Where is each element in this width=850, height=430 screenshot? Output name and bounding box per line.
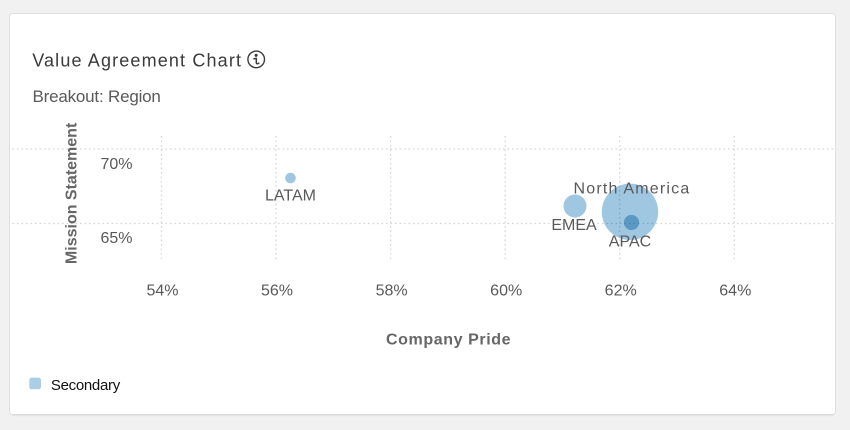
svg-text:64%: 64%: [719, 283, 751, 300]
svg-text:60%: 60%: [490, 283, 522, 300]
svg-text:Mission Statement: Mission Statement: [63, 122, 80, 264]
svg-text:70%: 70%: [100, 156, 132, 173]
svg-text:62%: 62%: [605, 283, 637, 300]
svg-text:58%: 58%: [376, 283, 408, 300]
svg-text:Value Agreement Chart: Value Agreement Chart: [32, 51, 242, 71]
svg-text:56%: 56%: [261, 283, 293, 300]
svg-text:Secondary: Secondary: [51, 377, 121, 394]
svg-text:LATAM: LATAM: [265, 188, 316, 205]
svg-text:65%: 65%: [100, 230, 132, 247]
svg-text:APAC: APAC: [609, 234, 651, 251]
svg-text:North America: North America: [574, 180, 691, 197]
svg-text:Company Pride: Company Pride: [386, 332, 511, 349]
svg-text:54%: 54%: [146, 283, 178, 300]
svg-text:EMEA: EMEA: [551, 217, 597, 234]
svg-text:Breakout: Region: Breakout: Region: [33, 87, 161, 106]
